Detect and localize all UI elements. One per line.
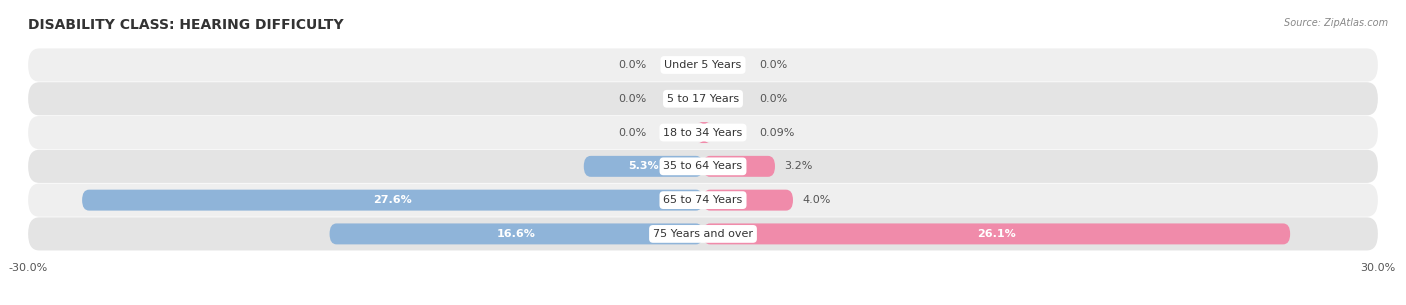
Text: 0.0%: 0.0% <box>619 127 647 138</box>
FancyBboxPatch shape <box>28 150 1378 183</box>
Text: 16.6%: 16.6% <box>496 229 536 239</box>
Text: Source: ZipAtlas.com: Source: ZipAtlas.com <box>1284 18 1388 28</box>
FancyBboxPatch shape <box>28 217 1378 250</box>
Text: DISABILITY CLASS: HEARING DIFFICULTY: DISABILITY CLASS: HEARING DIFFICULTY <box>28 18 343 31</box>
Text: 18 to 34 Years: 18 to 34 Years <box>664 127 742 138</box>
Text: 5.3%: 5.3% <box>628 161 658 171</box>
Text: 5 to 17 Years: 5 to 17 Years <box>666 94 740 104</box>
Text: 75 Years and over: 75 Years and over <box>652 229 754 239</box>
Text: 0.0%: 0.0% <box>619 94 647 104</box>
Text: 4.0%: 4.0% <box>801 195 831 205</box>
FancyBboxPatch shape <box>703 224 1291 244</box>
Text: 0.0%: 0.0% <box>759 94 787 104</box>
Text: 3.2%: 3.2% <box>785 161 813 171</box>
Text: 0.0%: 0.0% <box>759 60 787 70</box>
FancyBboxPatch shape <box>28 82 1378 115</box>
Text: 26.1%: 26.1% <box>977 229 1017 239</box>
FancyBboxPatch shape <box>583 156 703 177</box>
FancyBboxPatch shape <box>703 190 793 210</box>
FancyBboxPatch shape <box>28 116 1378 149</box>
FancyBboxPatch shape <box>329 224 703 244</box>
FancyBboxPatch shape <box>28 48 1378 81</box>
FancyBboxPatch shape <box>703 156 775 177</box>
Text: 27.6%: 27.6% <box>373 195 412 205</box>
Text: 0.09%: 0.09% <box>759 127 794 138</box>
Text: 0.0%: 0.0% <box>619 60 647 70</box>
Text: Under 5 Years: Under 5 Years <box>665 60 741 70</box>
Text: 35 to 64 Years: 35 to 64 Years <box>664 161 742 171</box>
FancyBboxPatch shape <box>82 190 703 210</box>
FancyBboxPatch shape <box>697 122 710 143</box>
FancyBboxPatch shape <box>28 184 1378 217</box>
Text: 65 to 74 Years: 65 to 74 Years <box>664 195 742 205</box>
